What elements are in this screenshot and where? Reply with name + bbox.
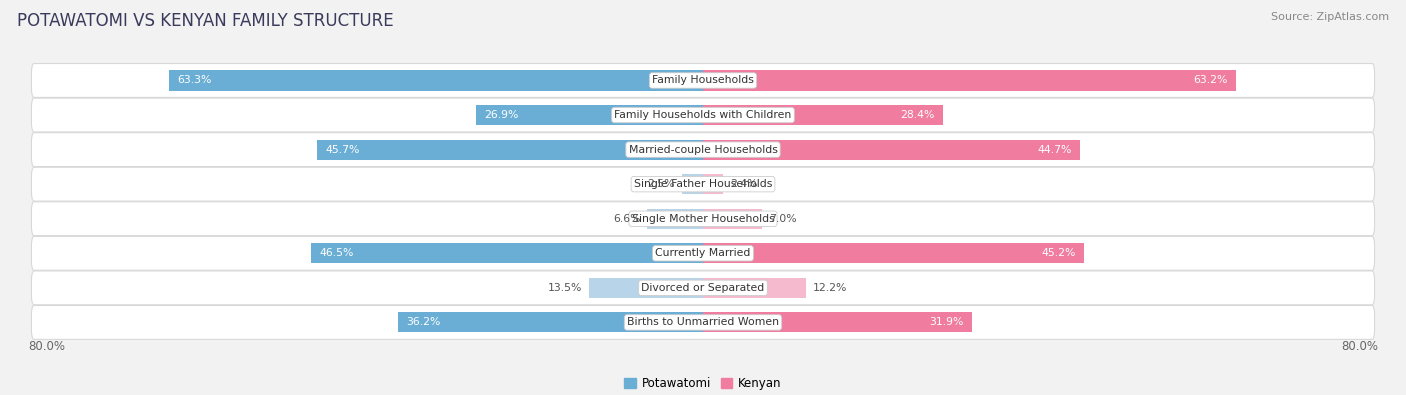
Bar	[703, 243, 1084, 263]
Text: 26.9%: 26.9%	[485, 110, 519, 120]
Text: 63.2%: 63.2%	[1194, 75, 1227, 85]
Bar	[398, 312, 703, 333]
FancyBboxPatch shape	[31, 202, 1375, 236]
Text: Currently Married: Currently Married	[655, 248, 751, 258]
Text: 46.5%: 46.5%	[319, 248, 353, 258]
Text: 80.0%: 80.0%	[1341, 340, 1378, 354]
Text: 45.7%: 45.7%	[326, 145, 360, 154]
Text: 28.4%: 28.4%	[900, 110, 934, 120]
FancyBboxPatch shape	[31, 167, 1375, 201]
Text: Births to Unmarried Women: Births to Unmarried Women	[627, 318, 779, 327]
Legend: Potawatomi, Kenyan: Potawatomi, Kenyan	[620, 372, 786, 395]
Bar	[589, 278, 703, 298]
FancyBboxPatch shape	[31, 133, 1375, 167]
FancyBboxPatch shape	[31, 98, 1375, 132]
Bar	[647, 209, 703, 229]
Text: 45.2%: 45.2%	[1042, 248, 1076, 258]
Text: Family Households: Family Households	[652, 75, 754, 85]
Text: Family Households with Children: Family Households with Children	[614, 110, 792, 120]
Text: 44.7%: 44.7%	[1038, 145, 1071, 154]
Text: Source: ZipAtlas.com: Source: ZipAtlas.com	[1271, 12, 1389, 22]
Text: 12.2%: 12.2%	[813, 283, 846, 293]
Bar	[703, 105, 942, 125]
Bar	[703, 209, 762, 229]
Bar	[318, 139, 703, 160]
Text: 63.3%: 63.3%	[177, 75, 212, 85]
Bar	[703, 139, 1080, 160]
Text: 7.0%: 7.0%	[769, 214, 796, 224]
Bar	[703, 312, 972, 333]
Text: Single Mother Households: Single Mother Households	[631, 214, 775, 224]
Bar	[477, 105, 703, 125]
Text: 13.5%: 13.5%	[548, 283, 582, 293]
FancyBboxPatch shape	[31, 271, 1375, 305]
Bar	[703, 174, 723, 194]
FancyBboxPatch shape	[31, 64, 1375, 98]
Text: 6.6%: 6.6%	[613, 214, 641, 224]
Text: Single Father Households: Single Father Households	[634, 179, 772, 189]
Bar	[311, 243, 703, 263]
Text: POTAWATOMI VS KENYAN FAMILY STRUCTURE: POTAWATOMI VS KENYAN FAMILY STRUCTURE	[17, 12, 394, 30]
Bar	[169, 70, 703, 90]
Bar	[703, 70, 1236, 90]
FancyBboxPatch shape	[31, 236, 1375, 270]
FancyBboxPatch shape	[31, 305, 1375, 339]
Bar	[703, 278, 806, 298]
Text: 80.0%: 80.0%	[28, 340, 65, 354]
Text: 31.9%: 31.9%	[929, 318, 963, 327]
Text: 2.5%: 2.5%	[648, 179, 675, 189]
Text: 2.4%: 2.4%	[730, 179, 758, 189]
Bar	[682, 174, 703, 194]
Text: 36.2%: 36.2%	[406, 318, 440, 327]
Text: Divorced or Separated: Divorced or Separated	[641, 283, 765, 293]
Text: Married-couple Households: Married-couple Households	[628, 145, 778, 154]
